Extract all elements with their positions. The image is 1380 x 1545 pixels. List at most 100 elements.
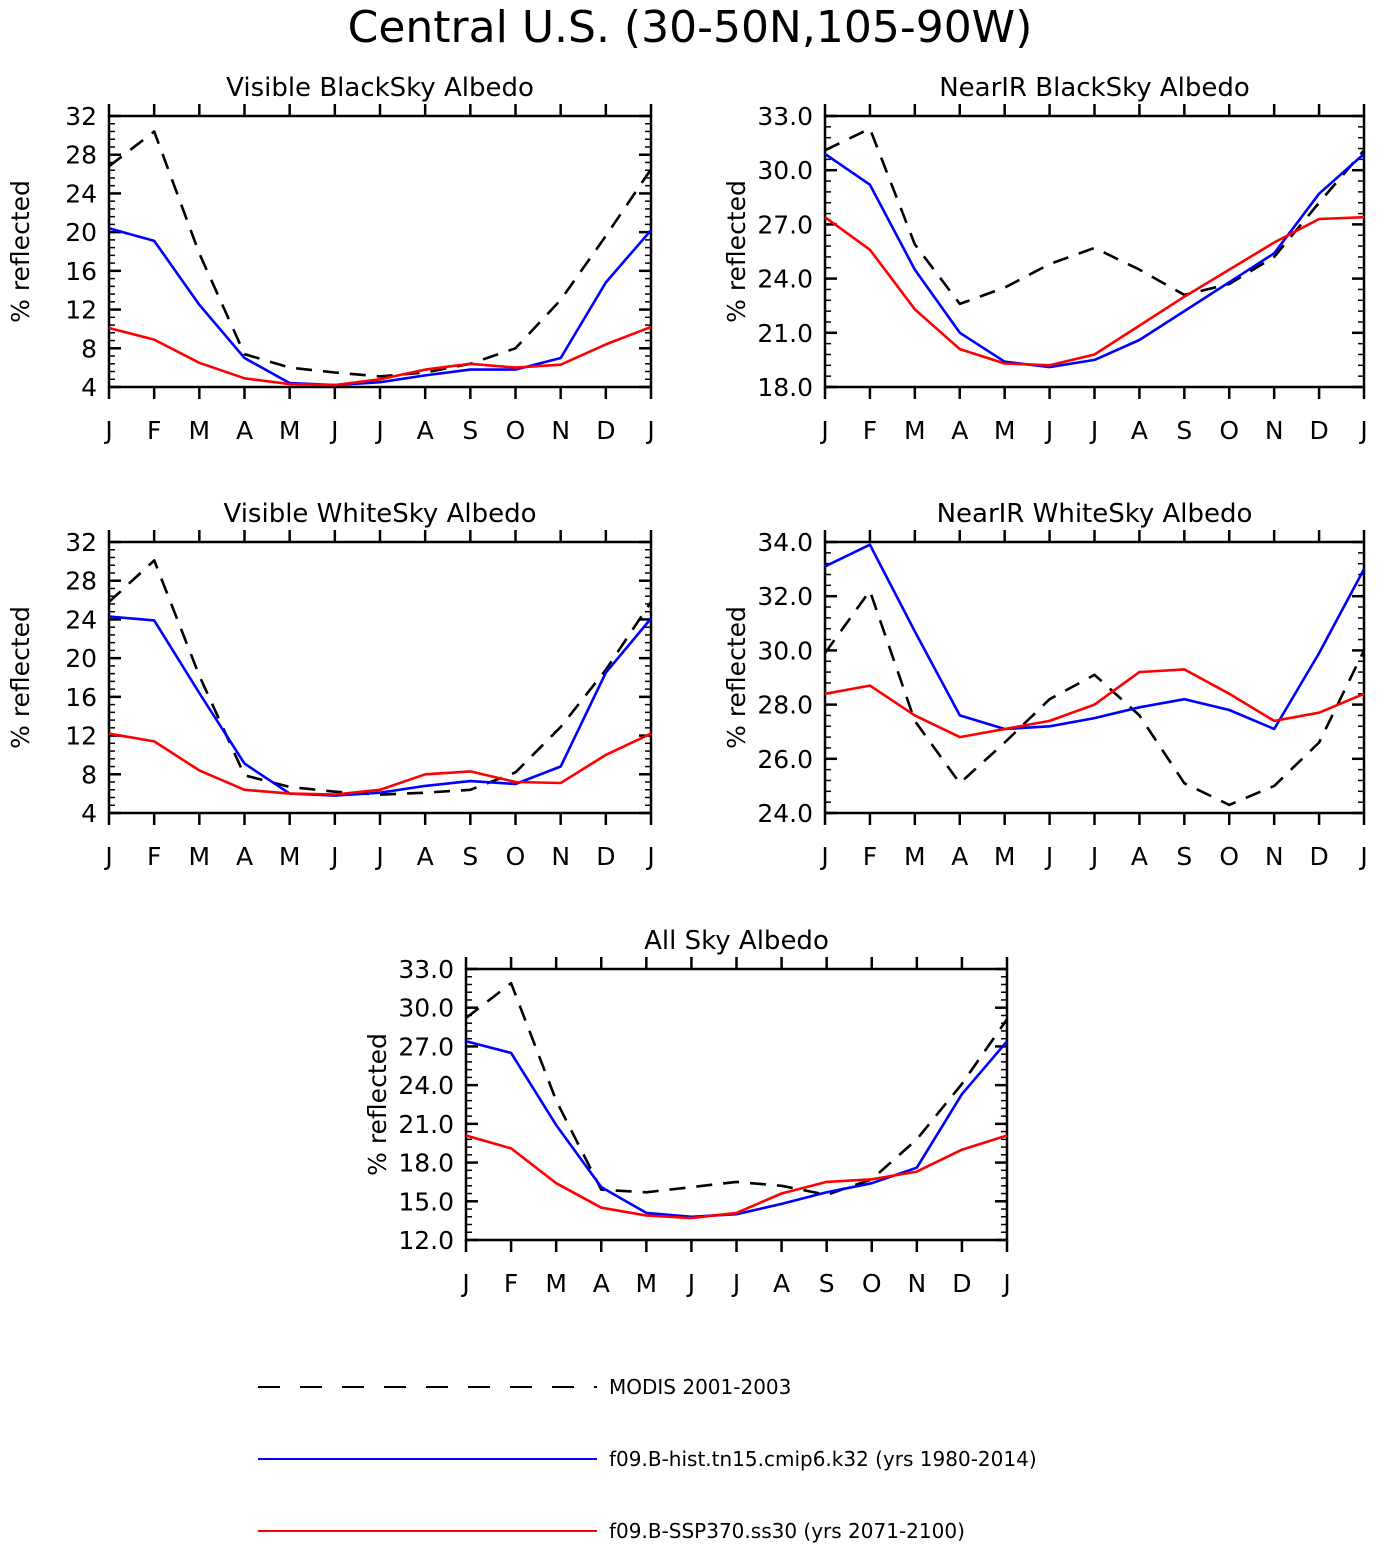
panel-title: Visible BlackSky Albedo: [226, 73, 534, 103]
modis-series-line: [823, 589, 1366, 807]
x-tick-label: J: [460, 1269, 469, 1298]
y-tick-label: 16: [65, 683, 97, 712]
x-tick-label: J: [1044, 416, 1053, 445]
legend-item-hist: f09.B-hist.tn15.cmip6.k32 (yrs 1980-2014…: [258, 1447, 1037, 1471]
x-tick-label: S: [819, 1269, 835, 1298]
legend-item-ssp: f09.B-SSP370.ss30 (yrs 2071-2100): [258, 1519, 965, 1543]
y-tick-label: 18.0: [398, 1149, 454, 1178]
x-tick-label: J: [645, 842, 654, 871]
x-tick-label: D: [1309, 842, 1328, 871]
y-tick-label: 27.0: [398, 1032, 454, 1061]
legend-label: f09.B-SSP370.ss30 (yrs 2071-2100): [609, 1519, 965, 1543]
x-tick-label: M: [904, 416, 926, 445]
x-tick-label: S: [1176, 842, 1192, 871]
y-axis-label: % reflected: [722, 180, 751, 323]
y-tick-label: 20: [65, 644, 97, 673]
x-tick-label: D: [1309, 416, 1328, 445]
x-tick-label: O: [862, 1269, 882, 1298]
x-tick-label: A: [773, 1269, 790, 1298]
x-tick-label: D: [596, 416, 615, 445]
y-tick-label: 4: [81, 373, 97, 402]
x-tick-label: M: [904, 842, 926, 871]
x-tick-label: J: [686, 1269, 695, 1298]
ssp-series-line: [465, 1134, 1008, 1220]
x-tick-label: O: [506, 416, 526, 445]
y-axis-label: % reflected: [722, 606, 751, 749]
x-tick-label: N: [1265, 842, 1284, 871]
modis-series-line: [824, 127, 1365, 306]
modis-series-line: [108, 130, 653, 378]
y-tick-label: 32: [65, 528, 97, 557]
plot-frame: [464, 967, 1009, 1242]
x-tick-label: D: [596, 842, 615, 871]
legend: MODIS 2001-2003 f09.B-hist.tn15.cmip6.k32…: [258, 1375, 1037, 1543]
y-tick-label: 30.0: [398, 994, 454, 1023]
y-tick-label: 24: [65, 605, 97, 634]
x-tick-label: O: [1219, 416, 1239, 445]
y-tick-label: 18.0: [757, 373, 813, 402]
ssp-series-line: [824, 668, 1365, 739]
y-tick-label: 15.0: [398, 1187, 454, 1216]
plot-frame: [107, 114, 653, 389]
x-tick-label: M: [636, 1269, 658, 1298]
y-tick-label: 24.0: [757, 799, 813, 828]
panel-title: All Sky Albedo: [644, 926, 829, 956]
y-tick-label: 30.0: [757, 636, 813, 665]
y-tick-label: 28: [65, 567, 97, 596]
x-tick-label: M: [189, 842, 211, 871]
x-tick-label: N: [907, 1269, 926, 1298]
x-tick-label: J: [1089, 416, 1098, 445]
modis-series-line: [108, 559, 653, 796]
x-tick-label: J: [1089, 842, 1098, 871]
legend-item-modis: MODIS 2001-2003: [258, 1375, 791, 1399]
y-axis-label: % reflected: [6, 606, 35, 749]
x-tick-label: M: [994, 842, 1016, 871]
x-tick-label: A: [236, 842, 253, 871]
x-tick-label: J: [374, 416, 383, 445]
x-tick-label: J: [1001, 1269, 1010, 1298]
x-tick-label: J: [645, 416, 654, 445]
y-tick-label: 33.0: [757, 102, 813, 131]
x-tick-label: A: [236, 416, 253, 445]
x-tick-label: A: [1131, 842, 1148, 871]
y-tick-label: 28.0: [757, 691, 813, 720]
y-tick-label: 28: [65, 141, 97, 170]
x-tick-label: O: [1219, 842, 1239, 871]
x-tick-label: A: [593, 1269, 610, 1298]
x-tick-label: F: [147, 416, 161, 445]
y-tick-label: 32.0: [757, 582, 813, 611]
x-tick-label: A: [417, 416, 434, 445]
x-tick-label: F: [147, 842, 161, 871]
x-tick-label: N: [551, 416, 570, 445]
x-tick-label: N: [1265, 416, 1284, 445]
y-tick-label: 26.0: [757, 745, 813, 774]
legend-label: MODIS 2001-2003: [609, 1375, 791, 1399]
hist-series-line: [108, 227, 652, 387]
y-tick-label: 12: [65, 296, 97, 325]
x-tick-label: M: [189, 416, 211, 445]
x-tick-label: J: [1358, 416, 1367, 445]
ssp-series-line: [108, 732, 652, 796]
y-tick-label: 24.0: [398, 1071, 454, 1100]
x-tick-label: J: [329, 416, 338, 445]
y-tick-label: 30.0: [757, 156, 813, 185]
hist-series-line: [108, 615, 652, 797]
ssp-series-line: [824, 215, 1365, 367]
y-tick-label: 24.0: [757, 265, 813, 294]
x-tick-label: A: [951, 842, 968, 871]
x-tick-label: O: [506, 842, 526, 871]
x-tick-label: N: [551, 842, 570, 871]
modis-series-line: [465, 981, 1009, 1197]
y-tick-label: 33.0: [398, 955, 454, 984]
figure-title: Central U.S. (30-50N,105-90W): [348, 2, 1033, 53]
x-tick-label: J: [1358, 842, 1367, 871]
x-tick-label: M: [545, 1269, 567, 1298]
y-tick-label: 16: [65, 257, 97, 286]
y-tick-label: 12.0: [398, 1226, 454, 1255]
